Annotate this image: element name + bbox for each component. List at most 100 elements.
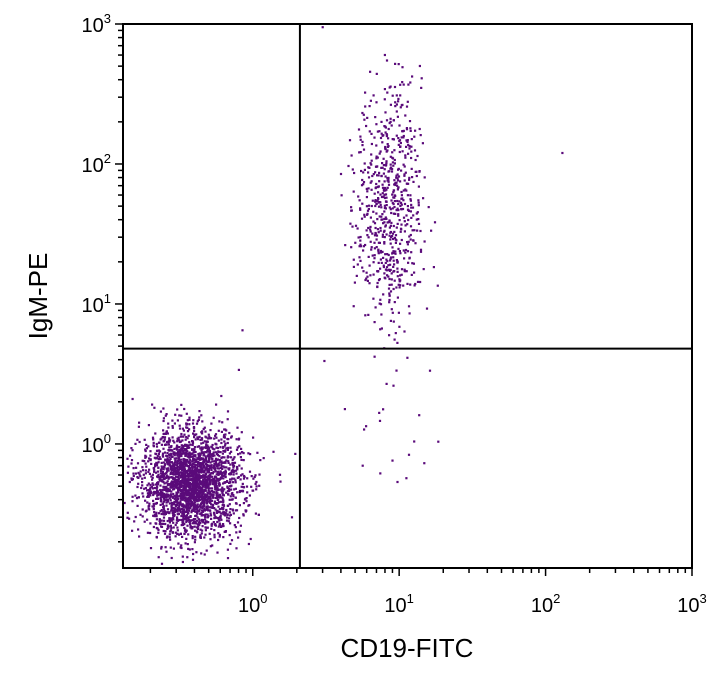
data-point [220,394,223,398]
data-point [217,488,220,491]
data-point [164,463,167,466]
data-point [208,492,211,495]
data-point [383,221,386,224]
data-point [158,518,161,521]
data-point [204,468,207,471]
data-point [389,319,392,322]
data-point [194,450,197,454]
data-point [373,254,376,257]
data-point [164,546,167,549]
data-point [225,519,229,522]
data-point [404,114,407,117]
data-point [208,468,211,471]
data-point [185,469,188,473]
data-point [390,211,393,215]
data-point [425,307,429,310]
data-point [225,447,228,450]
data-point [397,202,400,206]
data-point [382,188,385,191]
data-point [384,111,387,114]
data-point [169,519,172,522]
data-point [208,435,211,438]
data-point [226,513,229,516]
data-point [193,458,196,462]
data-point [415,218,418,221]
data-point [383,168,386,171]
data-point [146,489,149,492]
data-point [210,527,213,530]
data-point [365,425,368,428]
data-point [405,182,408,185]
data-point [215,459,218,462]
data-point [561,151,564,155]
data-point [201,509,204,512]
data-point [175,469,179,472]
data-point [186,494,189,497]
data-point [206,463,209,466]
data-point [370,142,373,146]
data-point [399,141,402,145]
data-point [214,467,217,470]
data-point [377,191,380,194]
data-point [184,515,187,519]
data-point [208,500,212,504]
data-point [376,130,379,133]
data-point [210,523,213,526]
data-point [204,529,207,532]
data-point [366,212,369,215]
data-point [230,470,233,473]
data-point [377,241,380,244]
data-point [194,478,197,481]
data-point [246,477,249,480]
data-point [226,418,229,421]
data-point [404,154,407,157]
data-point [221,493,225,496]
data-point [229,495,232,498]
data-point [180,465,183,468]
data-point [191,448,194,451]
data-point [203,488,206,491]
data-point [192,552,195,556]
data-point [216,520,219,524]
data-point [199,463,202,467]
data-point [189,467,192,470]
data-point [193,525,196,528]
data-point [200,532,203,535]
data-point [366,209,370,212]
data-point [218,496,221,499]
data-point [235,438,238,441]
data-point [368,166,371,169]
data-point [152,525,155,529]
data-point [168,453,171,456]
data-point [360,217,364,220]
data-point [217,482,221,486]
data-point [213,523,217,526]
data-point [396,188,399,191]
data-point [196,503,199,506]
data-point [226,448,229,451]
data-point [374,116,377,119]
data-point [174,480,177,483]
data-point [147,460,150,463]
data-point [203,536,206,539]
data-point [202,461,205,464]
data-point [187,512,190,515]
data-point [394,62,397,65]
data-point [409,210,412,213]
data-point [219,495,222,498]
data-point [144,449,147,453]
data-point [162,493,166,496]
data-point [151,473,154,476]
data-point [171,484,174,487]
data-point [173,514,176,517]
data-point [173,507,176,510]
data-point [387,183,391,186]
data-point [388,292,391,295]
data-point [391,246,394,249]
data-point [206,449,209,453]
data-point [165,454,168,457]
data-point [211,496,214,499]
data-point [377,205,381,208]
data-point [197,525,200,528]
data-point [155,536,158,539]
